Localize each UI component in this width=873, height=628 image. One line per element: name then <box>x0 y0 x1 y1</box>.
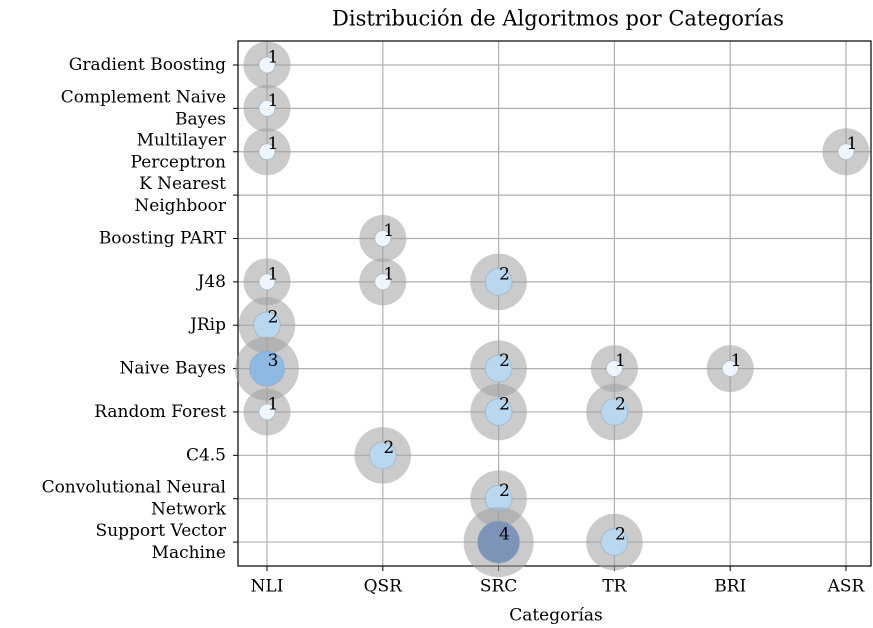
bubble <box>243 41 291 89</box>
data-label: 1 <box>383 264 394 284</box>
bubble <box>238 296 296 354</box>
y-tick-label: C4.5 <box>186 445 226 465</box>
y-tick-label: Gradient Boosting <box>69 55 226 75</box>
bubble <box>590 345 638 393</box>
bubble <box>359 214 407 262</box>
data-label: 1 <box>268 134 279 154</box>
bubble-core <box>258 99 276 117</box>
data-label: 1 <box>268 48 279 68</box>
bubble-core <box>258 56 276 74</box>
x-tick-label: SRC <box>480 577 517 597</box>
bubble <box>706 345 754 393</box>
chart-title: Distribución de Algoritmos por Categoría… <box>332 7 784 31</box>
bubble-core <box>600 528 629 556</box>
bubble-core <box>374 229 392 247</box>
bubble <box>470 383 527 441</box>
bubble-core <box>368 441 397 470</box>
y-tick-label: Naive Bayes <box>119 358 226 378</box>
x-axis-label: Categorías <box>509 606 603 626</box>
data-label: 3 <box>268 351 279 371</box>
x-tick-label: BRI <box>714 577 746 597</box>
data-label: 2 <box>499 481 510 501</box>
data-label: 2 <box>499 264 510 284</box>
y-tick-label: Convolutional Neural Network <box>42 477 227 519</box>
data-label: 2 <box>615 525 626 545</box>
y-tick-label: Multilayer Perceptron <box>131 130 227 172</box>
plot-frame <box>237 40 872 567</box>
data-label: 1 <box>268 394 279 414</box>
data-label: 2 <box>383 438 394 458</box>
data-label: 2 <box>268 308 279 328</box>
data-label: 1 <box>615 351 626 371</box>
y-tick-label: JRip <box>188 315 226 335</box>
y-tick-label: Random Forest <box>94 401 226 421</box>
bubble <box>470 340 527 397</box>
data-label: 1 <box>268 91 279 111</box>
y-tick-label: J48 <box>196 271 226 291</box>
bubble <box>359 258 407 306</box>
bubble-core <box>477 520 521 564</box>
bubble <box>243 388 291 436</box>
bubble <box>463 507 534 578</box>
bubble <box>354 427 412 484</box>
bubble-core <box>374 273 392 291</box>
y-tick-label: Support Vector Machine <box>96 521 227 563</box>
bubble <box>586 513 643 571</box>
bubble <box>243 258 291 306</box>
bubble-core <box>258 143 276 161</box>
bubble-core <box>484 267 513 296</box>
data-label: 4 <box>499 525 510 545</box>
x-tick-label: NLI <box>251 577 284 597</box>
x-tick-label: QSR <box>364 577 404 597</box>
bubble-core <box>605 360 623 378</box>
data-label: 2 <box>615 394 626 414</box>
bubble-core <box>258 403 276 421</box>
bubble <box>822 128 870 176</box>
data-label: 1 <box>268 264 279 284</box>
bubble-core <box>837 143 855 161</box>
y-tick-label: Complement Naive Bayes <box>61 87 226 129</box>
data-label: 2 <box>499 394 510 414</box>
data-label: 1 <box>731 351 742 371</box>
bubble <box>470 253 527 311</box>
bubble-core <box>600 398 629 426</box>
data-label: 2 <box>499 351 510 371</box>
bubble-core <box>484 354 513 383</box>
x-tick-label: TR <box>602 577 627 597</box>
y-tick-label: Boosting PART <box>99 228 227 248</box>
y-tick-label: K Nearest Neighboor <box>134 174 227 216</box>
bubble-core <box>248 350 286 387</box>
bubble-core <box>484 398 513 426</box>
data-label: 1 <box>383 221 394 241</box>
bubble-core <box>721 360 739 378</box>
data-label: 1 <box>847 134 858 154</box>
bubble-core <box>258 273 276 291</box>
bubble <box>243 128 291 176</box>
bubble <box>586 383 643 441</box>
bubble <box>235 336 299 401</box>
x-tick-label: ASR <box>827 577 866 597</box>
bubble <box>243 84 291 132</box>
